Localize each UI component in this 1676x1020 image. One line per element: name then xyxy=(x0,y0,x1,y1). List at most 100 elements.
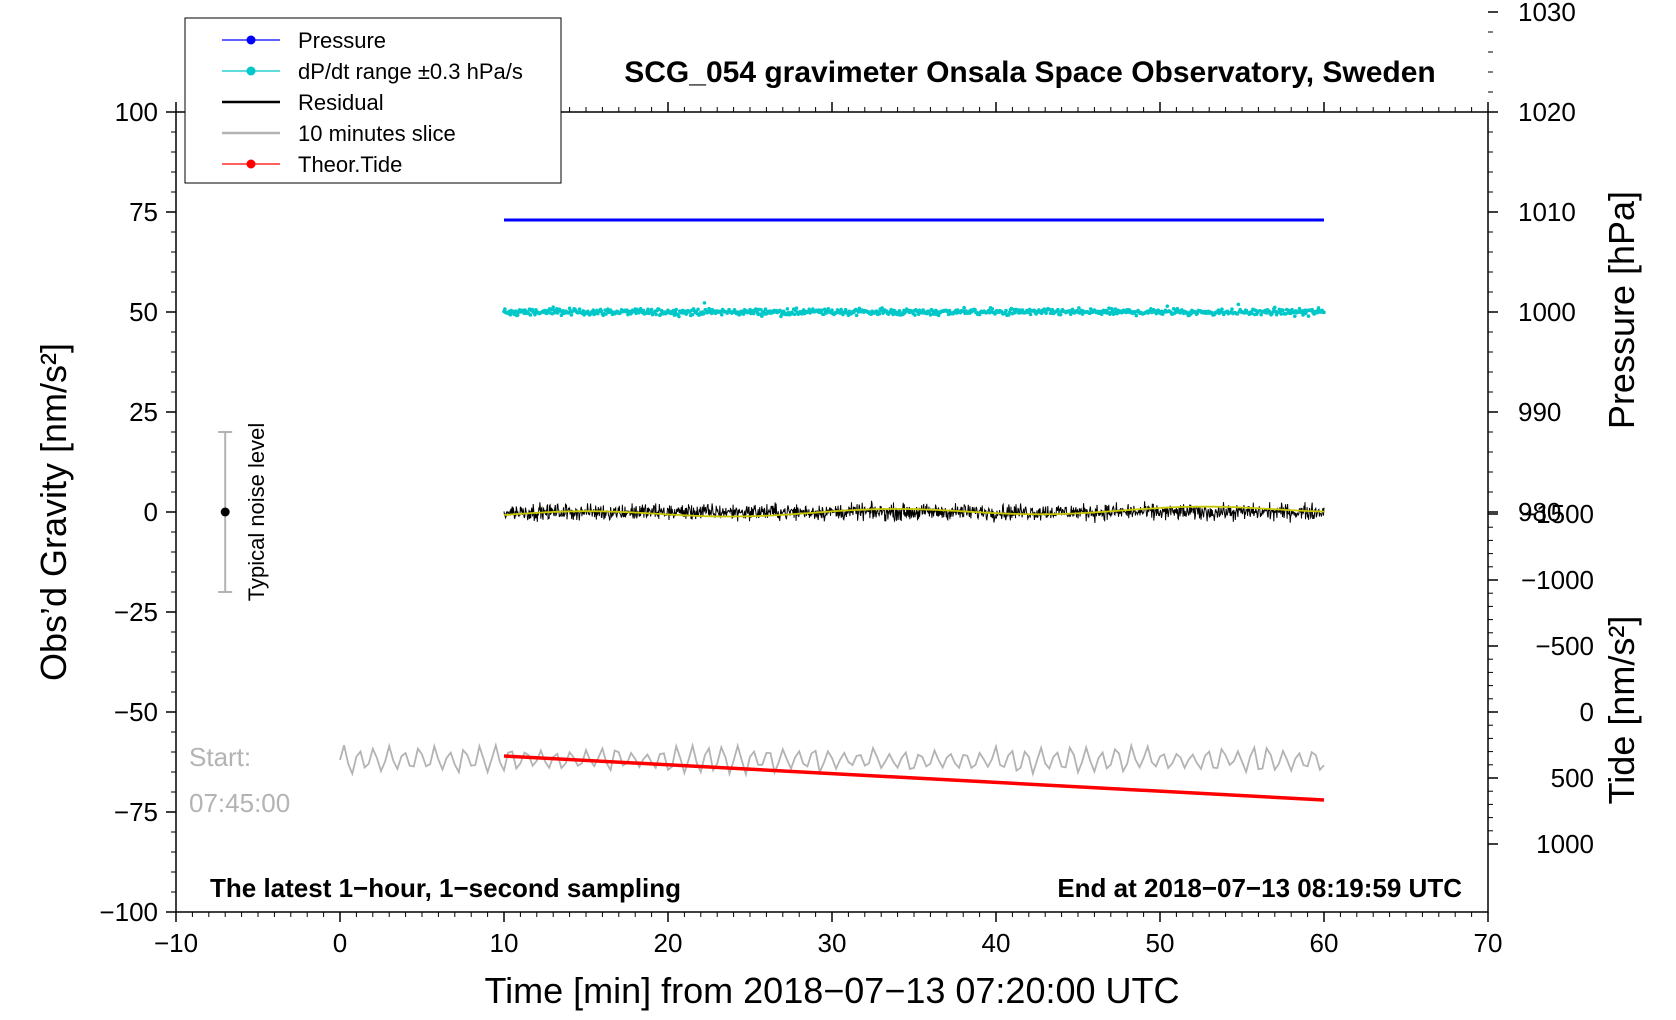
pressure-tick-label: 1020 xyxy=(1518,97,1576,127)
dpdt-point xyxy=(528,313,533,317)
dpdt-point xyxy=(916,312,921,316)
dpdt-point xyxy=(800,312,804,316)
dpdt-point xyxy=(1195,311,1200,316)
dpdt-point xyxy=(503,307,507,311)
y-tick-label: 100 xyxy=(115,97,158,127)
dpdt-point xyxy=(1230,307,1234,311)
dpdt-point xyxy=(1293,314,1297,319)
dpdt-point xyxy=(936,313,941,318)
dpdt-point xyxy=(1099,312,1104,317)
x-tick-label: 0 xyxy=(333,928,347,958)
dpdt-point xyxy=(1220,307,1224,311)
dpdt-point xyxy=(1056,307,1060,312)
dpdt-point xyxy=(702,301,707,305)
pressure-tick-label: 980 xyxy=(1518,497,1561,527)
dpdt-point xyxy=(759,307,763,312)
x-axis-title: Time [min] from 2018−07−13 07:20:00 UTC xyxy=(484,970,1179,1011)
dpdt-point xyxy=(719,312,724,317)
tide-tick-label: −1000 xyxy=(1521,565,1594,595)
dpdt-point xyxy=(1165,304,1170,308)
dpdt-point xyxy=(754,307,759,311)
dpdt-point xyxy=(928,313,933,317)
legend-label: Theor.Tide xyxy=(298,152,402,177)
dpdt-point xyxy=(843,307,848,312)
legend-label: Pressure xyxy=(298,28,386,53)
dpdt-point xyxy=(696,307,700,312)
dpdt-point xyxy=(846,313,851,318)
dpdt-point xyxy=(826,306,831,311)
dpdt-point xyxy=(1004,308,1008,313)
series-layer xyxy=(339,218,1326,802)
dpdt-point xyxy=(1077,306,1081,310)
dpdt-point xyxy=(830,308,834,312)
dpdt-point xyxy=(1107,306,1111,310)
dpdt-point xyxy=(1322,310,1326,315)
dpdt-point xyxy=(785,307,790,311)
legend-marker xyxy=(246,66,256,76)
y-tick-label: −25 xyxy=(114,597,158,627)
start-label-line2: 07:45:00 xyxy=(189,788,290,818)
x-tick-label: 50 xyxy=(1146,928,1175,958)
dpdt-point xyxy=(934,309,939,314)
dpdt-point xyxy=(701,312,706,316)
dpdt-point xyxy=(1259,312,1263,317)
dpdt-point xyxy=(690,312,695,317)
chart-title: SCG_054 gravimeter Onsala Space Observat… xyxy=(624,56,1436,89)
dpdt-point xyxy=(1050,308,1055,312)
dpdt-point xyxy=(1316,306,1321,310)
pressure-tick-label: 990 xyxy=(1518,397,1561,427)
tide-tick-label: 500 xyxy=(1551,763,1594,793)
start-label-line1: Start: xyxy=(189,742,251,772)
dpdt-point xyxy=(559,313,564,318)
dpdt-point xyxy=(933,312,937,316)
dpdt-point xyxy=(567,306,572,311)
y-tick-label: −100 xyxy=(99,897,158,927)
dpdt-point xyxy=(1273,305,1277,310)
dpdt-point xyxy=(646,307,650,312)
tide-tick-label: 1000 xyxy=(1536,829,1594,859)
legend-label: dP/dt range ±0.3 hPa/s xyxy=(298,59,523,84)
y-tick-label: −50 xyxy=(114,697,158,727)
dpdt-point xyxy=(1134,313,1139,318)
dpdt-point xyxy=(889,307,894,312)
x-tick-label: 70 xyxy=(1474,928,1503,958)
dpdt-point xyxy=(677,314,681,319)
y-tick-label: 75 xyxy=(129,197,158,227)
y-tick-label: 25 xyxy=(129,397,158,427)
dpdt-point xyxy=(1149,306,1153,311)
dpdt-point xyxy=(1283,312,1288,316)
dpdt-point xyxy=(921,308,925,312)
noise-bar-center-dot xyxy=(220,507,230,517)
y-axis-title-pressure: Pressure [hPa] xyxy=(1601,191,1642,429)
dpdt-point xyxy=(749,311,753,316)
y-tick-label: −75 xyxy=(114,797,158,827)
dpdt-point xyxy=(811,307,815,311)
10-minutes-slice-line xyxy=(339,741,1325,778)
axis-tick-labels: −10 0 10 20 30 40 50 60 70−100−75−50−25025507510… xyxy=(99,0,1594,958)
dpdt-point xyxy=(551,305,555,309)
dpdt-point xyxy=(897,309,902,313)
dpdt-point xyxy=(1271,310,1275,314)
dpdt-point xyxy=(854,313,859,318)
dpdt-point xyxy=(877,312,882,316)
x-tick-label: 40 xyxy=(982,928,1011,958)
dpdt-point xyxy=(990,307,995,311)
dpdt-point xyxy=(1303,311,1308,316)
dpdt-point xyxy=(1042,307,1047,311)
dpdt-point xyxy=(1297,306,1302,311)
sampling-note: The latest 1−hour, 1−second sampling xyxy=(210,873,681,903)
dpdt-point xyxy=(625,308,629,313)
dpdt-point xyxy=(514,309,518,313)
end-time-note: End at 2018−07−13 08:19:59 UTC xyxy=(1057,873,1462,903)
x-tick-label: −10 xyxy=(154,928,198,958)
dpdt-point xyxy=(857,306,862,311)
dpdt-point xyxy=(1250,311,1254,316)
dpdt-point xyxy=(703,307,708,312)
dpdt-point xyxy=(634,311,638,316)
dpdt-point xyxy=(839,307,843,312)
dpdt-point xyxy=(947,308,952,313)
dpdt-point xyxy=(741,312,746,316)
dpdt-point xyxy=(657,307,661,312)
dpdt-points xyxy=(502,301,1326,319)
